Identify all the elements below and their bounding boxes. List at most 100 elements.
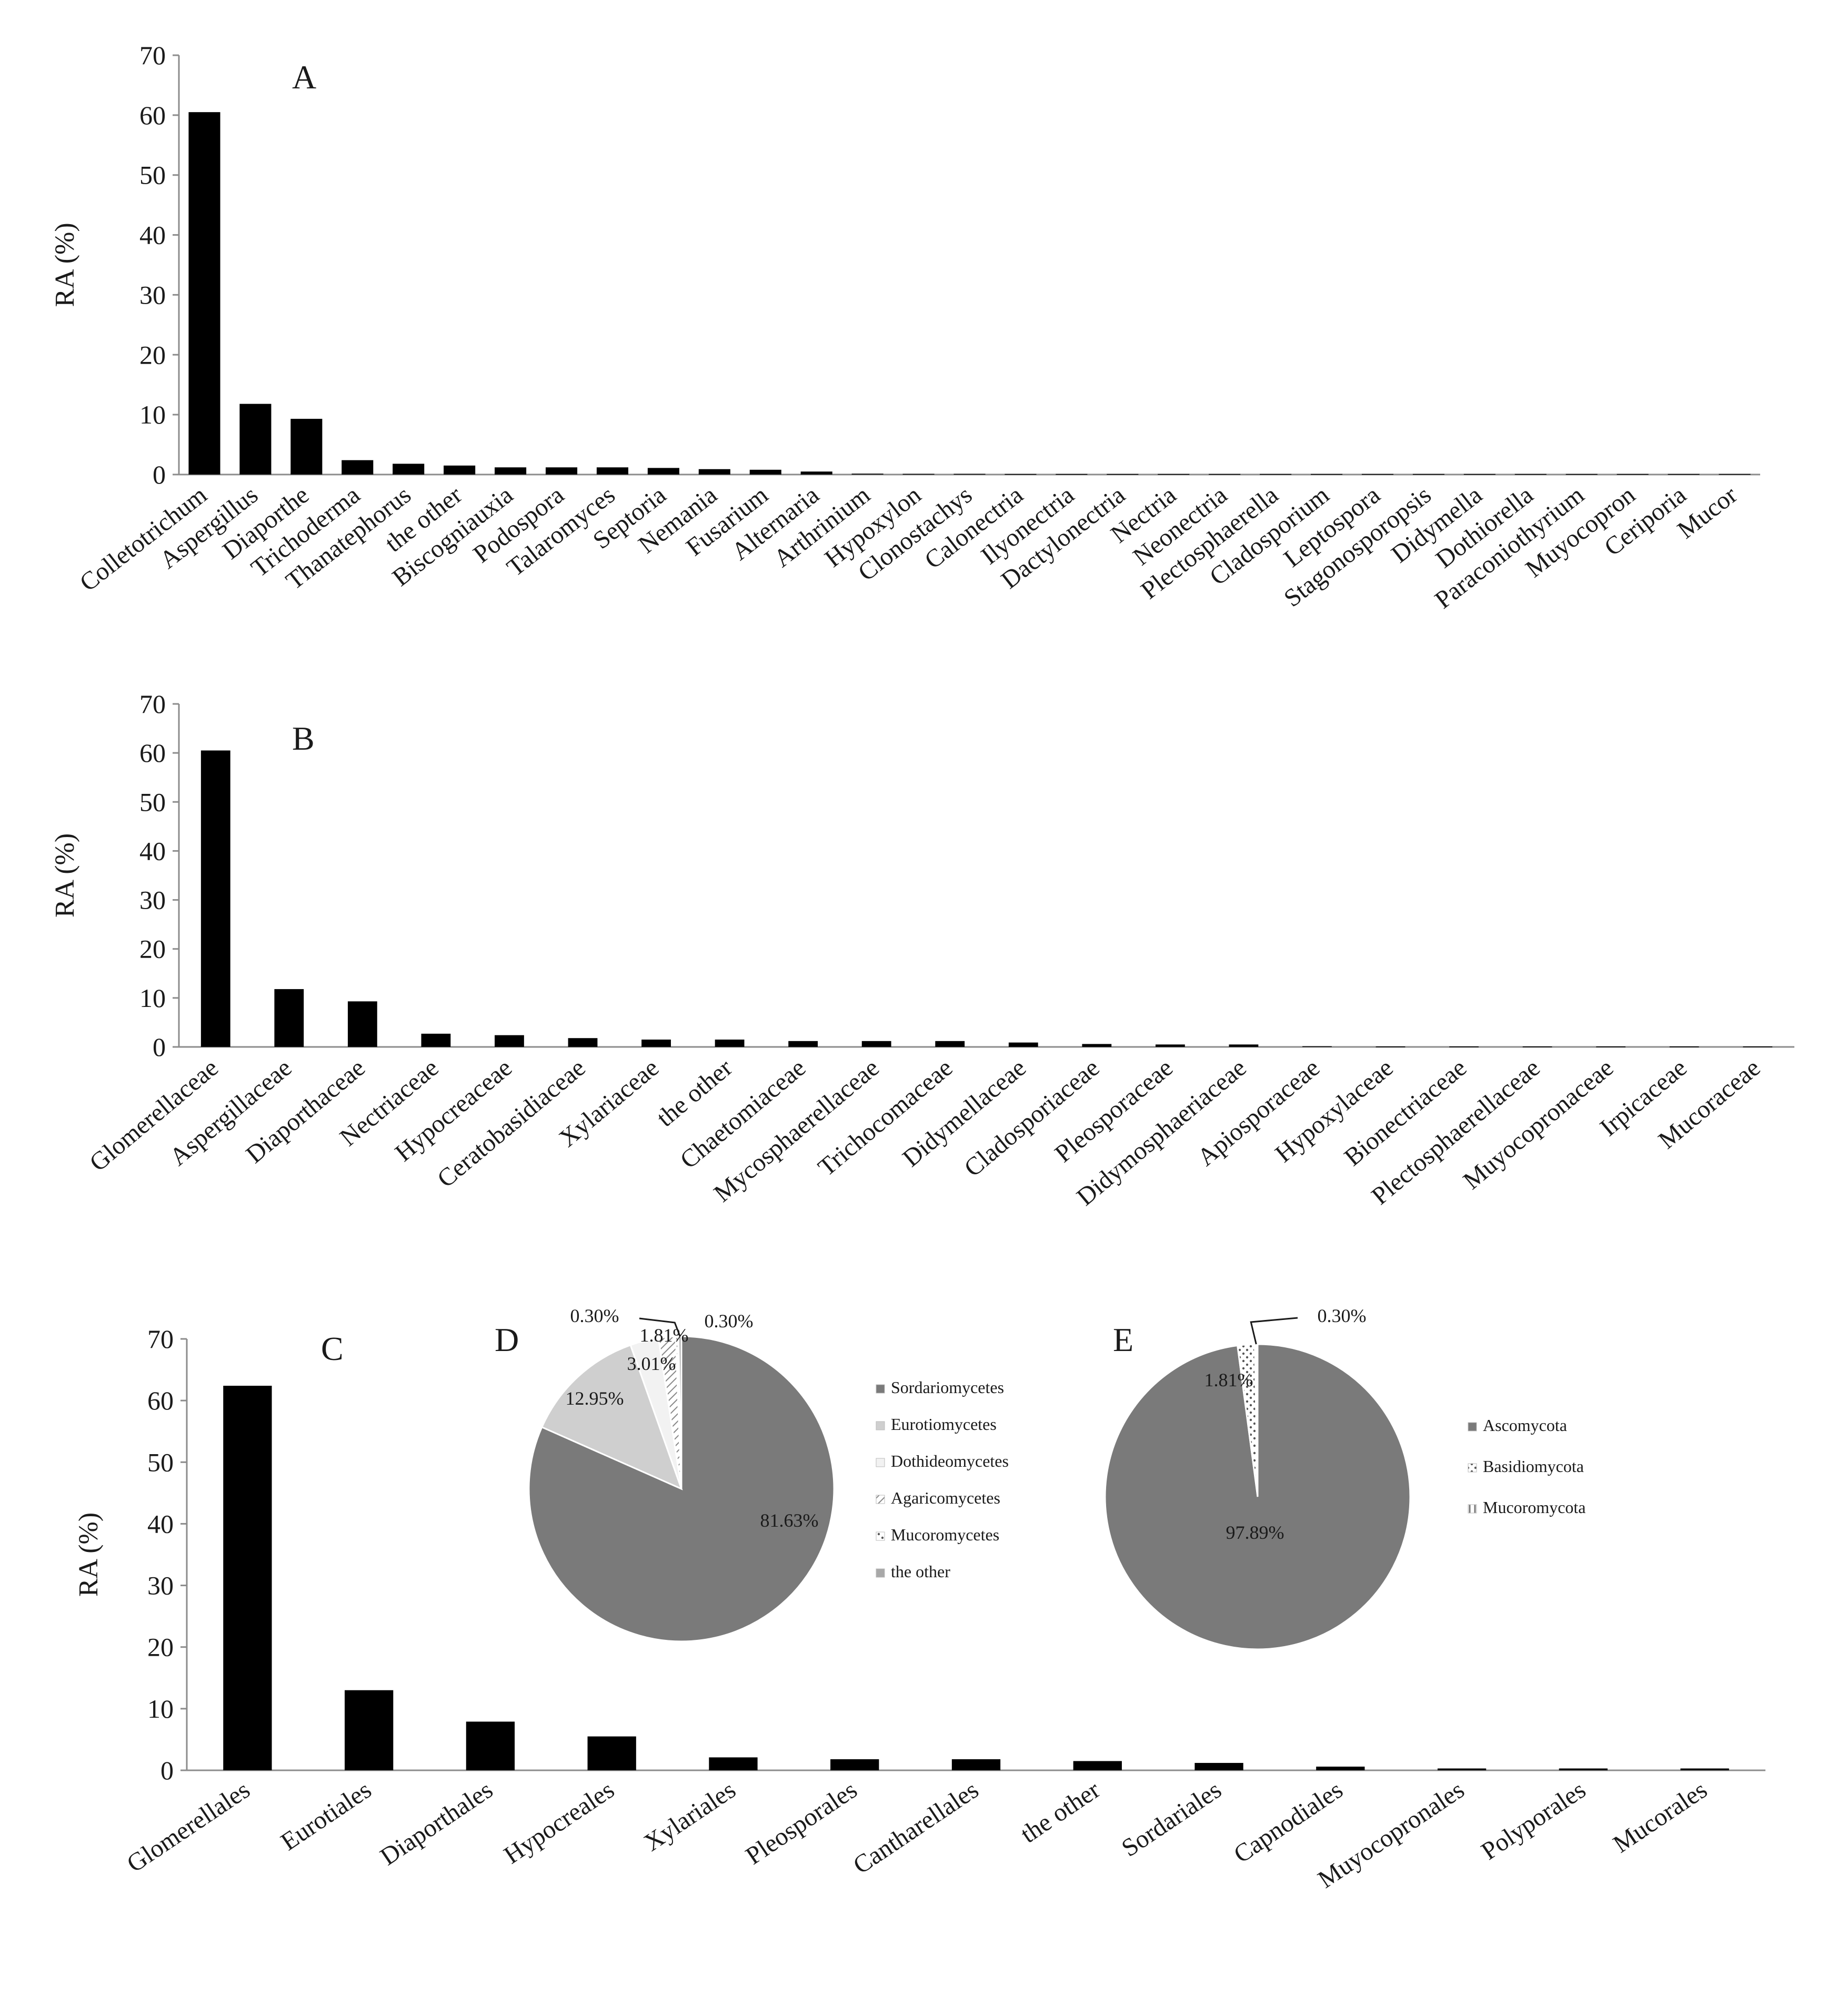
x-tick-label-c: Cantharellales bbox=[848, 1776, 983, 1879]
bar-a bbox=[1719, 473, 1751, 475]
legend-swatch-d bbox=[876, 1568, 885, 1578]
bar-a bbox=[1617, 473, 1649, 475]
legend-label-d: Eurotiomycetes bbox=[891, 1415, 997, 1434]
panel-label-d: D bbox=[495, 1321, 519, 1358]
bar-c bbox=[466, 1721, 515, 1770]
bar-c bbox=[1073, 1761, 1122, 1770]
bar-b bbox=[788, 1041, 818, 1047]
y-tick-label-a: 10 bbox=[139, 400, 166, 429]
panel-label-a: A bbox=[292, 58, 316, 96]
bar-b bbox=[421, 1033, 451, 1047]
y-tick-label-a: 20 bbox=[139, 340, 166, 369]
x-tick-label-c: Glomerellales bbox=[122, 1776, 255, 1878]
bar-a bbox=[902, 473, 935, 475]
y-tick-label-a: 0 bbox=[153, 460, 166, 489]
panel-label-e: E bbox=[1113, 1321, 1133, 1358]
pie-value-label-d: 1.81% bbox=[640, 1325, 689, 1346]
pie-value-label-d: 0.30% bbox=[570, 1305, 619, 1326]
bar-b bbox=[495, 1035, 524, 1047]
x-tick-label-b: Chaetomiaceae bbox=[675, 1054, 811, 1174]
bar-a bbox=[188, 112, 220, 475]
y-tick-label-a: 60 bbox=[139, 100, 166, 130]
bar-b bbox=[1302, 1046, 1332, 1047]
bar-b bbox=[274, 989, 304, 1047]
legend-swatch-e bbox=[1468, 1422, 1477, 1432]
y-tick-label-b: 0 bbox=[153, 1032, 166, 1062]
bar-a bbox=[1412, 473, 1444, 475]
bar-a bbox=[1361, 473, 1394, 475]
pie-chart-d: 81.63% 12.95%3.01% 1.81% 0.30% 0.30% Sordario… bbox=[528, 1305, 1009, 1642]
bar-b bbox=[1449, 1046, 1479, 1047]
bar-a bbox=[1260, 473, 1292, 475]
x-tick-label-b: Trichocomaceae bbox=[813, 1054, 958, 1182]
bar-b bbox=[1155, 1044, 1185, 1047]
x-tick-label-c: Hypocreales bbox=[499, 1776, 619, 1869]
bar-a bbox=[495, 467, 527, 475]
bar-b bbox=[935, 1041, 965, 1047]
pie-value-label-e: 1.81% bbox=[1204, 1369, 1253, 1390]
x-tick-label-c: Eurotiales bbox=[276, 1776, 376, 1856]
legend-label-d: Sordariomycetes bbox=[891, 1378, 1004, 1397]
y-tick-label-a: 30 bbox=[139, 280, 166, 309]
legend-swatch-d bbox=[876, 1458, 885, 1467]
pie-value-label-e: 0.30% bbox=[1318, 1305, 1367, 1326]
bar-a bbox=[1107, 473, 1139, 475]
pie-slice-d bbox=[540, 1344, 683, 1490]
legend-swatch-e bbox=[1468, 1463, 1477, 1473]
pie-value-label-d: 0.30% bbox=[705, 1311, 754, 1332]
y-tick-label-c: 30 bbox=[147, 1571, 174, 1600]
bar-a bbox=[290, 419, 323, 475]
bar-c bbox=[1316, 1766, 1365, 1770]
x-tick-label-c: Xylariales bbox=[639, 1776, 740, 1857]
y-tick-label-b: 40 bbox=[139, 836, 166, 865]
legend-swatch-d bbox=[876, 1495, 885, 1504]
bar-b bbox=[1008, 1042, 1038, 1047]
legend-swatch-d bbox=[876, 1384, 885, 1394]
bar-c bbox=[587, 1736, 636, 1770]
y-tick-label-c: 70 bbox=[147, 1324, 174, 1354]
y-tick-label-b: 70 bbox=[139, 689, 166, 719]
legend-label-e: Basidiomycota bbox=[1483, 1457, 1584, 1476]
bar-b bbox=[1082, 1044, 1112, 1047]
pie-chart-e: 97.89% 1.81% 0.30% Ascomycota Basidiomycota M… bbox=[1104, 1305, 1586, 1650]
bar-b bbox=[1743, 1046, 1773, 1047]
legend-swatch-e bbox=[1468, 1504, 1477, 1514]
bar-a bbox=[393, 463, 425, 475]
bar-a bbox=[1158, 473, 1190, 475]
bar-c bbox=[1680, 1768, 1729, 1770]
bar-a bbox=[698, 469, 730, 475]
bar-c bbox=[830, 1759, 879, 1770]
y-axis-title-c: RA (%) bbox=[74, 1513, 104, 1597]
bar-a bbox=[1565, 473, 1598, 475]
x-tick-label-b: Glomerellaceae bbox=[84, 1054, 224, 1177]
x-tick-label-c: Diaporthales bbox=[375, 1776, 498, 1871]
y-tick-label-c: 40 bbox=[147, 1509, 174, 1538]
y-tick-label-b: 60 bbox=[139, 738, 166, 768]
bar-a bbox=[1514, 473, 1547, 475]
panel-label-c: C bbox=[321, 1330, 344, 1367]
panel-label-b: B bbox=[292, 720, 315, 757]
bar-c bbox=[1559, 1768, 1608, 1770]
bar-chart-c: 0 10 20 30 40 50 60 70 RA (%) Glomerellales Euroti… bbox=[74, 1324, 1765, 1894]
bar-a bbox=[1463, 473, 1495, 475]
bar-b bbox=[1522, 1046, 1552, 1047]
x-tick-label-c: Mucorales bbox=[1608, 1776, 1712, 1858]
legend-label-e: Ascomycota bbox=[1483, 1416, 1567, 1435]
bar-c bbox=[223, 1386, 272, 1770]
bar-a bbox=[851, 473, 884, 475]
bar-a bbox=[1209, 473, 1241, 475]
y-tick-label-c: 60 bbox=[147, 1386, 174, 1415]
bar-a bbox=[444, 465, 476, 475]
x-tick-label-c: Capnodiales bbox=[1229, 1776, 1348, 1869]
bar-b bbox=[347, 1001, 377, 1047]
bar-a bbox=[647, 468, 679, 475]
legend-label-d: the other bbox=[891, 1562, 950, 1581]
bar-b bbox=[1376, 1046, 1406, 1047]
y-tick-label-a: 50 bbox=[139, 160, 166, 190]
pie-leader-line-e bbox=[1250, 1317, 1298, 1345]
pie-value-label-e: 97.89% bbox=[1226, 1522, 1284, 1543]
x-tick-label-a: Mucor bbox=[1672, 481, 1742, 545]
bar-b bbox=[568, 1038, 598, 1047]
pie-value-label-d: 3.01% bbox=[627, 1353, 676, 1374]
